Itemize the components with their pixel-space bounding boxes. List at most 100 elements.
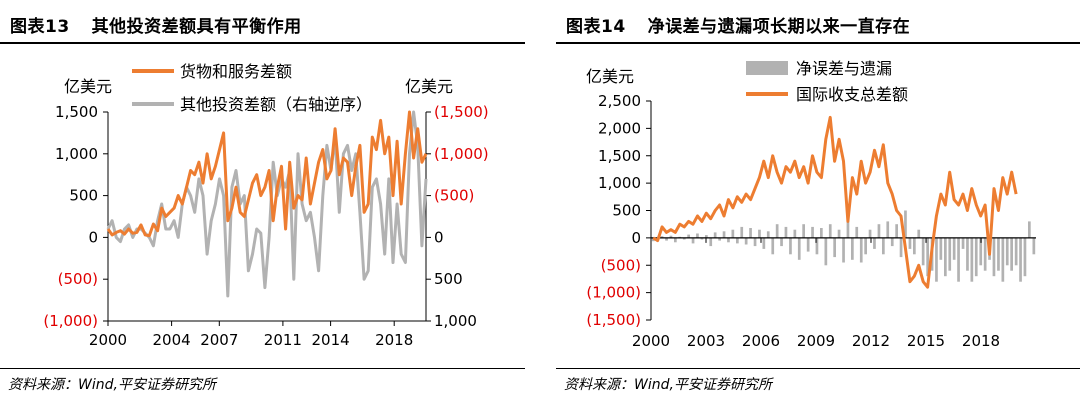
bar-net-errors (718, 237, 721, 241)
figure-number: 图表14 (566, 17, 626, 37)
y-tick-label-left: 500 (612, 202, 641, 220)
bar-net-errors (1001, 237, 1005, 282)
bar-net-errors (842, 237, 845, 263)
source-rule (556, 368, 1080, 369)
bar-net-errors (709, 237, 713, 247)
bar-net-errors (731, 229, 735, 238)
figure-title-text: 净误差与遗漏项长期以来一直存在 (647, 17, 911, 37)
bar-net-errors (1010, 237, 1013, 271)
y-tick-label-left: 1,000 (598, 174, 641, 192)
bar-net-errors (1032, 237, 1036, 255)
bar-net-errors (859, 237, 863, 263)
bar-net-errors (797, 237, 801, 260)
bar-net-errors (837, 229, 841, 238)
figure-title-text: 其他投资差额具有平衡作用 (91, 17, 302, 37)
y-tick-label-right: 500 (434, 270, 463, 288)
y-tick-label-left: (1,000) (586, 284, 641, 302)
y-tick-label-left: (500) (601, 256, 641, 274)
bar-net-errors (736, 237, 739, 244)
y-tick-label-left: 0 (631, 229, 641, 247)
y-tick-label-left: 0 (88, 228, 98, 246)
bar-net-errors (682, 237, 686, 240)
bar-net-errors (833, 237, 836, 258)
bar-net-errors (882, 237, 885, 255)
chart-panel-left: 图表13 其他投资差额具有平衡作用 1,500 1,000 500 0 (500) (1,0… (0, 0, 525, 409)
bar-net-errors (992, 237, 996, 277)
bar-net-errors (744, 237, 748, 245)
bar-net-errors (873, 237, 876, 249)
bar-net-errors (784, 226, 788, 238)
y-tick-label-right: (1,500) (434, 103, 489, 121)
bar-net-errors (974, 237, 978, 277)
y-tick-label-left: 500 (69, 187, 98, 205)
bar-net-errors (660, 236, 664, 238)
bar-net-errors (696, 233, 699, 238)
bar-net-errors (983, 237, 987, 271)
source-note: 资料来源：Wind,平安证券研究所 (8, 377, 216, 393)
y-unit-left: 亿美元 (586, 67, 634, 86)
bar-net-errors (997, 237, 1000, 271)
bar-net-errors (864, 237, 867, 255)
bar-net-errors (846, 221, 850, 238)
bar-net-errors (758, 229, 761, 238)
bar-net-errors (722, 231, 726, 238)
bar-net-errors (952, 237, 956, 260)
bar-net-errors (811, 226, 814, 238)
chart-title: 图表14 净误差与遗漏项长期以来一直存在 (566, 12, 910, 37)
y-tick-label-right: (1,000) (434, 145, 489, 163)
x-tick-label: 2014 (312, 331, 350, 349)
chart-svg-left: 1,500 1,000 500 0 (500) (1,000) (1,500) (1,000)… (43, 62, 489, 349)
y-tick-label-left: 1,500 (55, 103, 98, 121)
bar-net-errors (886, 221, 890, 238)
bar-net-errors (970, 237, 974, 282)
bar-net-errors (917, 229, 921, 238)
y-tick-label-right: (500) (434, 187, 474, 205)
bar-net-errors (775, 224, 779, 238)
legend-label-bop-total: 国际收支总差额 (796, 85, 908, 104)
bar-net-errors (762, 237, 766, 249)
bar-net-errors (899, 237, 903, 258)
bar-net-errors (727, 237, 730, 243)
bar-net-errors (957, 237, 960, 282)
bar-net-errors (979, 237, 983, 266)
bar-net-errors (1019, 237, 1022, 282)
chart-panel-right: 图表14 净误差与遗漏项长期以来一直存在 2,500 2,000 1,500 1,000… (556, 0, 1080, 409)
bar-net-errors (820, 228, 823, 238)
x-tick-label: 2018 (962, 332, 1000, 350)
x-tick-label: 2006 (742, 332, 780, 350)
bar-net-errors (904, 210, 907, 238)
bar-net-errors (926, 237, 929, 277)
bar-net-errors (961, 237, 965, 249)
x-tick-label: 2000 (89, 331, 127, 349)
bar-net-errors (780, 237, 783, 247)
y-tick-label-left: 1,500 (598, 147, 641, 165)
bar-net-errors (687, 234, 690, 238)
bar-net-errors (802, 224, 805, 238)
bar-net-errors (753, 237, 757, 247)
bar-net-errors (855, 226, 859, 238)
y-unit-right: 亿美元 (405, 77, 453, 96)
bar-net-errors (913, 237, 916, 255)
legend-label-other-investment: 其他投资差额（右轴逆序） (180, 95, 372, 114)
title-rule (0, 42, 525, 44)
y-tick-label-left: (1,000) (43, 312, 98, 330)
x-tick-label: 2011 (264, 331, 302, 349)
bar-net-errors (1005, 237, 1009, 266)
x-tick-label: 2018 (375, 331, 413, 349)
bar-net-errors (1014, 237, 1018, 266)
series-line-bop-total (652, 115, 1018, 289)
bar-net-errors (806, 237, 810, 252)
y-tick-label-right: 0 (434, 228, 444, 246)
bar-net-errors (700, 237, 704, 240)
source-note: 资料来源：Wind,平安证券研究所 (564, 377, 772, 393)
bar-net-errors (766, 231, 770, 238)
bar-net-errors (793, 229, 797, 238)
series-line-goods-services (106, 110, 428, 238)
bar-net-errors (851, 237, 854, 260)
bar-net-errors (908, 237, 912, 249)
y-tick-label-left: 2,000 (598, 119, 641, 137)
bar-net-errors (674, 237, 677, 243)
bar-net-errors (966, 237, 969, 271)
bar-net-errors (877, 224, 881, 238)
x-tick-label: 2009 (797, 332, 835, 350)
